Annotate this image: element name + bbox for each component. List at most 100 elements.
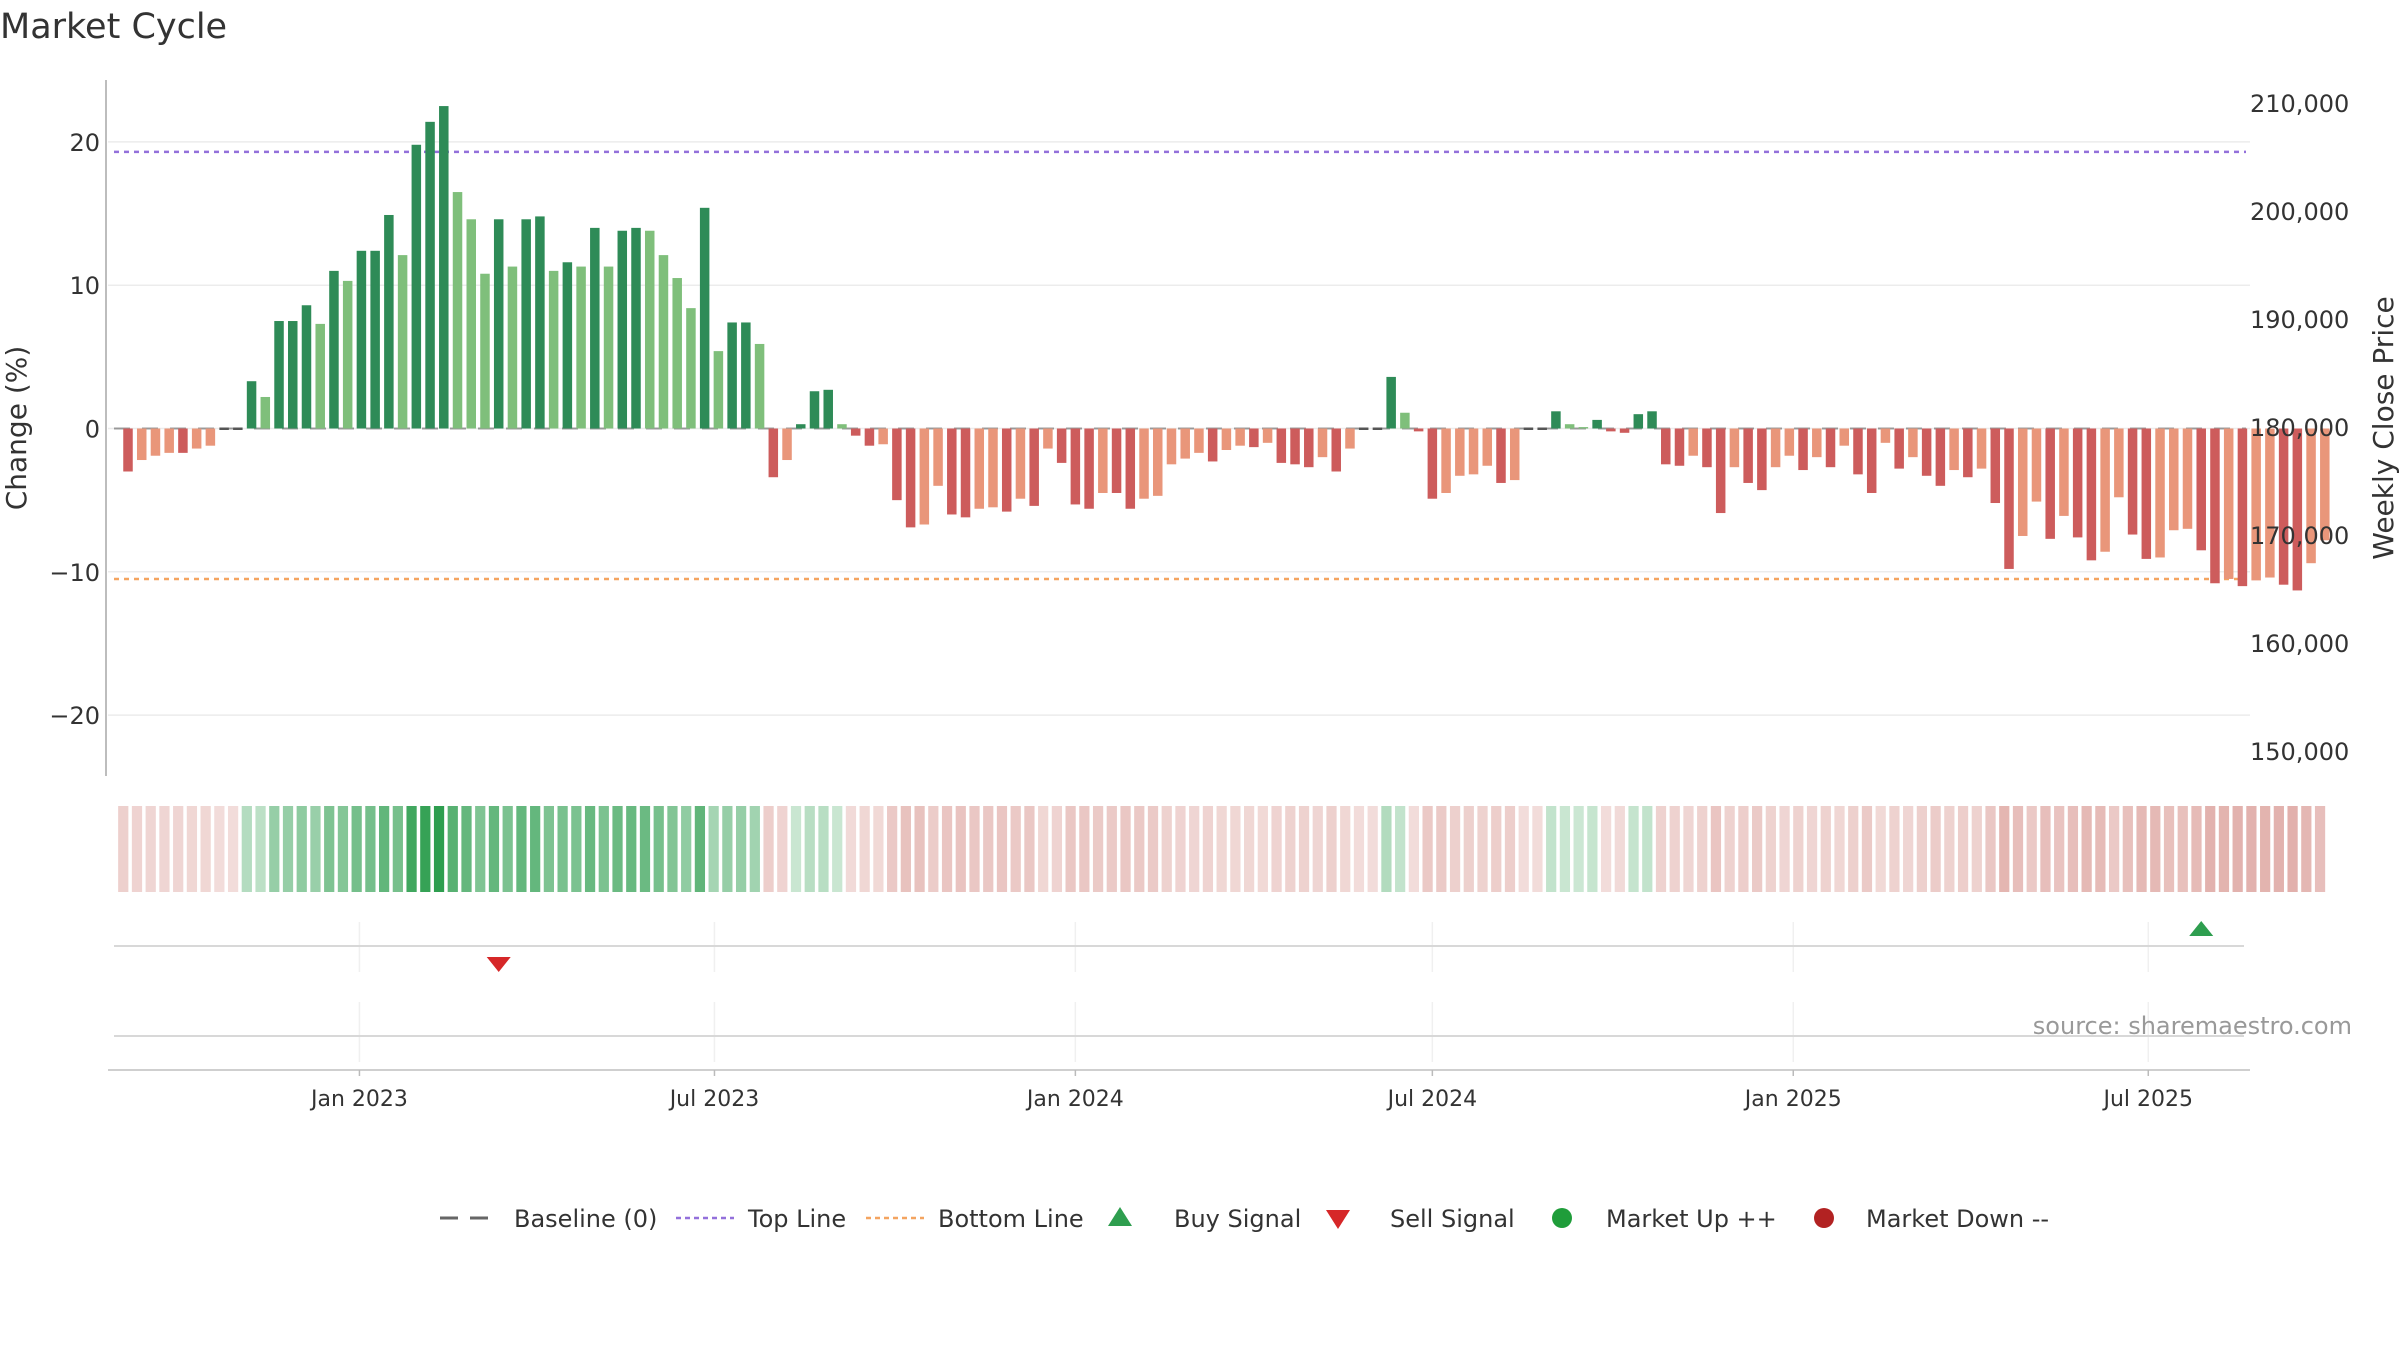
- legend-label: Top Line: [747, 1205, 846, 1233]
- regime-cell: [1559, 806, 1571, 892]
- bar: [2196, 428, 2206, 551]
- bar: [1056, 428, 1067, 463]
- bar: [2223, 428, 2234, 579]
- regime-cell: [612, 806, 623, 892]
- bar: [1688, 428, 1698, 456]
- bar: [1304, 428, 1314, 468]
- bar: [342, 280, 353, 429]
- legend-item: Baseline (0): [440, 1205, 657, 1233]
- regime-cell: [1175, 806, 1186, 892]
- bar: [2086, 428, 2097, 561]
- legend-item: Market Down --: [1814, 1205, 2049, 1233]
- bar: [260, 396, 271, 429]
- regime-cell: [1243, 806, 1255, 892]
- bar: [548, 270, 559, 429]
- regime-cell: [2136, 806, 2147, 892]
- regime-cell: [873, 806, 884, 892]
- regime-cell: [1257, 806, 1268, 892]
- regime-cell: [255, 806, 266, 892]
- bar: [1812, 428, 1822, 458]
- regime-cell: [1353, 806, 1365, 892]
- bar: [1276, 428, 1287, 463]
- bar: [1317, 428, 1328, 458]
- bar: [1784, 428, 1795, 456]
- regime-cell: [159, 806, 170, 892]
- regime-cell: [1683, 806, 1694, 892]
- bar: [1496, 428, 1506, 483]
- bar: [1084, 428, 1094, 509]
- bar: [1523, 427, 1534, 430]
- regime-cell: [763, 806, 774, 892]
- bar: [301, 305, 312, 429]
- bar: [1743, 428, 1753, 483]
- regime-cell: [1697, 806, 1708, 892]
- regime-cell: [1271, 806, 1282, 892]
- regime-cell: [1875, 806, 1886, 892]
- bar: [1715, 428, 1726, 514]
- bar: [754, 343, 765, 429]
- regime-cell: [832, 806, 843, 892]
- regime-cell: [955, 806, 966, 892]
- regime-cell: [118, 806, 129, 892]
- axes: 20 10 0 −10 −20 150,000 160,000 170,000 180,000 1…: [49, 80, 2349, 776]
- regime-cell: [2246, 806, 2257, 892]
- bar: [837, 424, 847, 429]
- bar: [1386, 376, 1396, 429]
- regime-cell: [1216, 806, 1227, 892]
- source-note: source: sharemaestro.com: [2033, 1012, 2352, 1040]
- bar: [905, 428, 916, 528]
- regime-cell: [1546, 806, 1557, 892]
- bar: [1358, 427, 1369, 430]
- bar: [1207, 428, 1218, 462]
- bar: [2169, 428, 2179, 531]
- regime-cell: [1793, 806, 1804, 892]
- regime-cell: [2067, 806, 2079, 892]
- regime-cell: [530, 806, 541, 892]
- regime-strip: [118, 806, 2326, 892]
- legend-label: Bottom Line: [938, 1205, 1084, 1233]
- bar: [1825, 428, 1836, 468]
- bar: [631, 227, 641, 429]
- regime-cell: [667, 806, 678, 892]
- bar: [1413, 428, 1424, 432]
- bar: [713, 351, 724, 429]
- bar: [2182, 428, 2193, 529]
- legend-label: Market Up ++: [1606, 1205, 1777, 1233]
- bar: [1262, 428, 1273, 443]
- regime-cell: [310, 806, 321, 892]
- bar: [1894, 428, 1904, 469]
- y2-tick-label: 200,000: [2250, 198, 2349, 226]
- reference-lines: [114, 150, 2246, 581]
- regime-cell: [379, 806, 390, 892]
- regime-cell: [1655, 806, 1667, 892]
- regime-cell: [1504, 806, 1516, 892]
- bar: [933, 428, 943, 486]
- regime-cell: [1491, 806, 1502, 892]
- bar: [164, 428, 174, 453]
- regime-cell: [777, 806, 788, 892]
- regime-cell: [516, 806, 527, 892]
- regime-cell: [1230, 806, 1241, 892]
- bar: [136, 428, 147, 461]
- legend-label: Buy Signal: [1174, 1205, 1301, 1233]
- x-tick-label: Jul 2024: [1386, 1087, 1478, 1112]
- bar: [658, 255, 669, 429]
- y2-tick-label: 190,000: [2250, 306, 2349, 334]
- bar: [1194, 428, 1204, 453]
- bar: [480, 273, 490, 429]
- bar: [1976, 428, 1987, 469]
- bar: [1441, 428, 1451, 493]
- bar: [2114, 428, 2124, 498]
- y2-tick-label: 180,000: [2250, 414, 2349, 442]
- bar: [864, 428, 875, 446]
- bar: [1990, 428, 2001, 504]
- regime-cell: [914, 806, 925, 892]
- regime-cell: [2314, 806, 2326, 892]
- buy-signal-marker: [2189, 921, 2214, 936]
- regime-cell: [324, 806, 335, 892]
- regime-cell: [2012, 806, 2024, 892]
- legend-label: Sell Signal: [1390, 1205, 1515, 1233]
- bar: [1702, 428, 1712, 468]
- bar: [1578, 427, 1589, 429]
- regime-cell: [818, 806, 829, 892]
